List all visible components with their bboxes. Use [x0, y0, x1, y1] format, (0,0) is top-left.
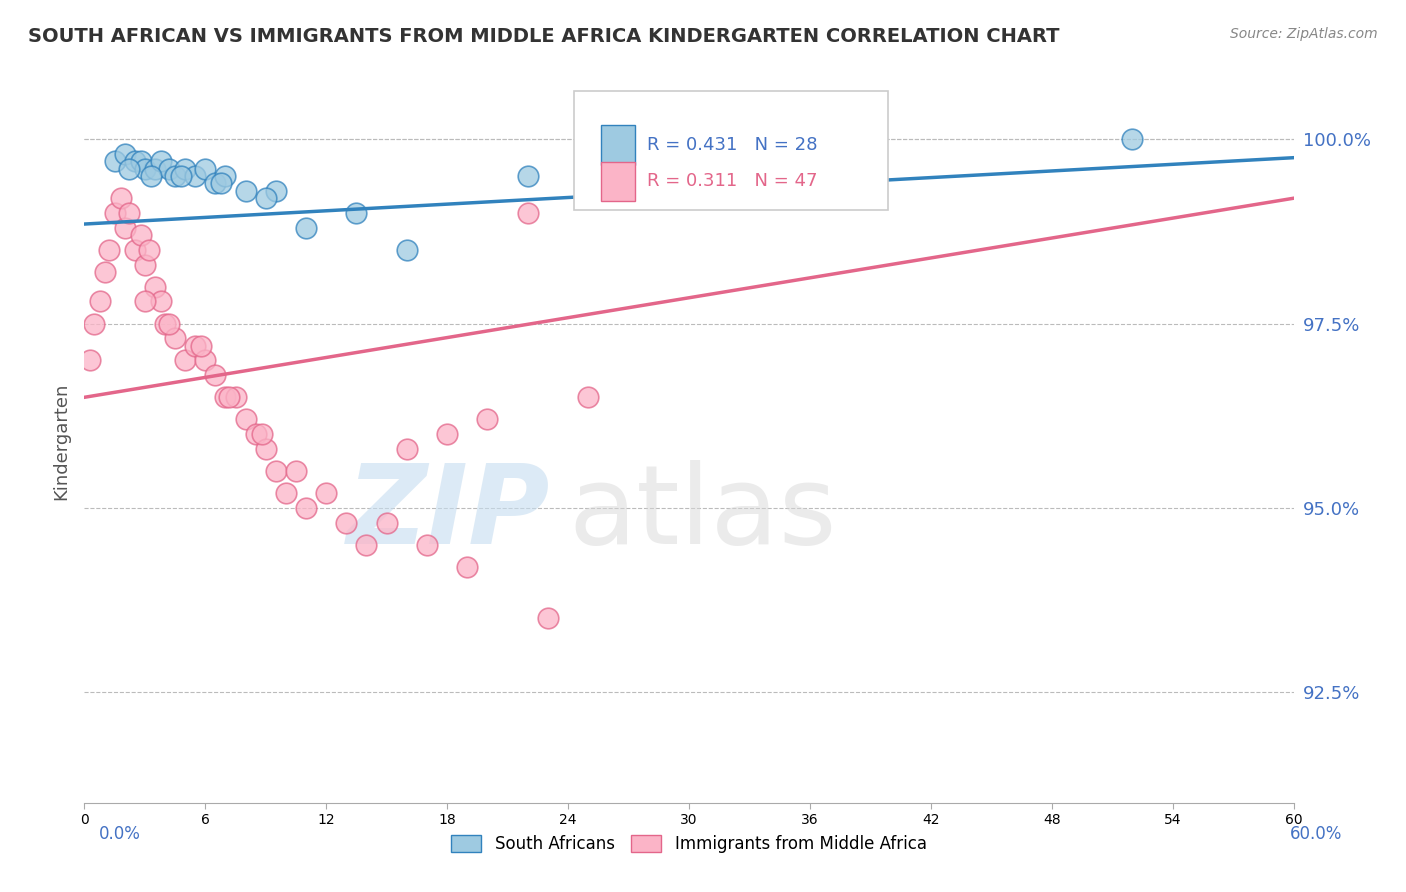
Point: [346, 206, 368, 220]
Point: [204, 177, 226, 191]
Point: [214, 390, 236, 404]
Point: [114, 220, 136, 235]
Point: [89, 294, 111, 309]
Point: [264, 184, 287, 198]
Point: [375, 516, 398, 530]
Point: [118, 206, 141, 220]
Point: [149, 294, 172, 309]
Point: [118, 161, 141, 176]
Point: [124, 243, 146, 257]
Point: [218, 390, 240, 404]
Point: [395, 442, 418, 456]
Point: [153, 317, 176, 331]
Text: R = 0.311   N = 47: R = 0.311 N = 47: [647, 172, 817, 190]
Point: [576, 390, 599, 404]
Point: [250, 427, 273, 442]
Point: [416, 538, 439, 552]
Point: [110, 191, 132, 205]
Point: [79, 353, 101, 368]
Point: [165, 331, 187, 345]
Point: [537, 611, 560, 625]
Point: [174, 353, 197, 368]
Point: [114, 147, 136, 161]
Point: [149, 154, 172, 169]
Point: [143, 279, 166, 293]
Point: [157, 317, 180, 331]
Point: [245, 427, 267, 442]
Point: [295, 500, 318, 515]
Text: ZIP: ZIP: [346, 460, 550, 567]
Point: [516, 206, 538, 220]
Point: [214, 169, 236, 183]
Point: [395, 243, 418, 257]
Y-axis label: Kindergarten: Kindergarten: [52, 383, 70, 500]
Text: atlas: atlas: [568, 460, 837, 567]
Text: 0.0%: 0.0%: [98, 825, 141, 843]
Point: [204, 368, 226, 383]
Point: [83, 317, 105, 331]
Point: [315, 486, 337, 500]
Point: [134, 161, 156, 176]
Point: [129, 154, 152, 169]
Point: [184, 169, 207, 183]
Point: [124, 154, 146, 169]
Point: [194, 353, 217, 368]
Point: [139, 169, 162, 183]
Text: Source: ZipAtlas.com: Source: ZipAtlas.com: [1230, 27, 1378, 41]
Point: [738, 169, 761, 183]
Point: [264, 464, 287, 478]
Point: [209, 177, 232, 191]
Point: [436, 427, 458, 442]
Point: [165, 169, 187, 183]
Point: [143, 161, 166, 176]
FancyBboxPatch shape: [574, 91, 889, 211]
Point: [274, 486, 297, 500]
Point: [184, 339, 207, 353]
Point: [235, 184, 257, 198]
Point: [134, 294, 156, 309]
Bar: [600, 161, 634, 202]
Point: [477, 412, 499, 426]
Point: [254, 442, 277, 456]
Point: [174, 161, 197, 176]
Point: [104, 154, 127, 169]
Point: [617, 169, 640, 183]
Point: [129, 228, 152, 243]
Point: [1121, 132, 1143, 146]
Point: [516, 169, 538, 183]
Point: [356, 538, 378, 552]
Point: [295, 220, 318, 235]
Point: [104, 206, 127, 220]
Point: [97, 243, 120, 257]
Point: [254, 191, 277, 205]
Text: SOUTH AFRICAN VS IMMIGRANTS FROM MIDDLE AFRICA KINDERGARTEN CORRELATION CHART: SOUTH AFRICAN VS IMMIGRANTS FROM MIDDLE …: [28, 27, 1060, 45]
Point: [335, 516, 357, 530]
Point: [456, 560, 478, 574]
Text: R = 0.431   N = 28: R = 0.431 N = 28: [647, 136, 817, 154]
Point: [190, 339, 212, 353]
Point: [157, 161, 180, 176]
Text: 60.0%: 60.0%: [1291, 825, 1343, 843]
Point: [134, 258, 156, 272]
Point: [138, 243, 160, 257]
Legend: South Africans, Immigrants from Middle Africa: South Africans, Immigrants from Middle A…: [444, 828, 934, 860]
Point: [170, 169, 193, 183]
Point: [285, 464, 308, 478]
Point: [93, 265, 115, 279]
Point: [235, 412, 257, 426]
Point: [194, 161, 217, 176]
Bar: [600, 126, 634, 165]
Point: [225, 390, 247, 404]
